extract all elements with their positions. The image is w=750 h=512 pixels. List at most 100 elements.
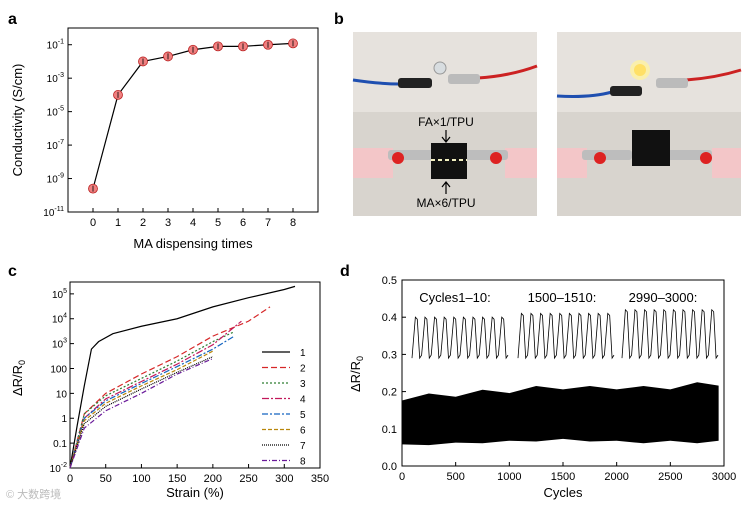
a-ytick-base: 10: [47, 74, 59, 85]
d-ytick-label: 0.2: [382, 387, 397, 399]
d-xtick-label: 1000: [497, 471, 521, 483]
c-legend-label: 4: [300, 395, 306, 406]
panel-a-yticks: 10-110-310-510-710-910-11: [43, 39, 72, 219]
a-ytick-label: 10-1: [47, 39, 64, 52]
a-ytick-label: 10-7: [47, 139, 64, 152]
c-series-line-3: [69, 331, 235, 469]
c-legend-label: 8: [300, 457, 306, 468]
a-xtick-label: 1: [115, 217, 121, 229]
d-xtick-label: 0: [399, 471, 405, 483]
label-ma-tpu: MA×6/TPU: [416, 196, 475, 210]
c-ytick-label: 10: [56, 389, 68, 400]
c-ytick-base: 10: [52, 315, 64, 326]
c-ytick-base: 10: [52, 290, 64, 301]
d-xtick-label: 3000: [712, 471, 736, 483]
a-series-line: [92, 42, 294, 189]
panel-d-ylabel: ΔR/R0: [348, 356, 365, 392]
c-ytick-label: 105: [52, 288, 67, 301]
c-ytick-label: 1: [61, 414, 67, 425]
d-ytick-label: 0.4: [382, 312, 397, 324]
d-ytick-label: 0.3: [382, 349, 397, 361]
a-ytick-exp: -7: [58, 139, 64, 146]
c-xtick-label: 350: [311, 473, 329, 485]
panel-c-data: [69, 285, 296, 469]
d-ytick-label: 0.5: [382, 275, 397, 287]
d-xtick-label: 2000: [604, 471, 628, 483]
inset-label-1: Cycles1–10:: [419, 290, 491, 305]
c-legend-label: 3: [300, 379, 306, 390]
c-xtick-label: 150: [168, 473, 186, 485]
photo-led-on: [556, 32, 742, 216]
c-legend-label: 5: [300, 410, 306, 421]
a-ytick-exp: -11: [54, 206, 64, 213]
panel-c-ylabel: ΔR/R0: [10, 360, 27, 396]
c-ytick-label: 0.1: [53, 439, 67, 450]
a-xtick-label: 6: [240, 217, 246, 229]
c-legend-label: 7: [300, 441, 306, 452]
c-series-line-2: [69, 306, 271, 469]
d-inset-wave-3: [621, 308, 719, 360]
a-ytick-base: 10: [47, 175, 59, 186]
c-ytick-label: 100: [50, 364, 67, 375]
panel-a-axes: [67, 27, 319, 213]
c-ytick-label: 10-2: [50, 462, 67, 475]
c-legend-label: 6: [300, 426, 306, 437]
c-ytick-base: 10: [56, 389, 68, 400]
panel-a-letter: a: [8, 11, 17, 28]
c-series-line-4: [69, 320, 242, 469]
c-ytick-exp: -2: [61, 462, 67, 469]
c-ytick-label: 103: [52, 338, 67, 351]
c-xtick-label: 100: [132, 473, 150, 485]
photo-led-off: FA×1/TPU MA×6/TPU: [352, 32, 538, 216]
a-ytick-exp: -3: [58, 72, 64, 79]
c-ytick-base: 100: [50, 364, 67, 375]
a-xtick-label: 8: [290, 217, 296, 229]
c-series-line-5: [69, 335, 235, 469]
panel-c-xlabel: Strain (%): [166, 485, 224, 500]
a-ytick-base: 10: [47, 141, 59, 152]
d-ytick-label: 0.0: [382, 461, 397, 473]
d-xtick-label: 2500: [658, 471, 682, 483]
c-ytick-base: 0.1: [53, 439, 67, 450]
c-ytick-base: 10: [50, 464, 62, 475]
watermark: © 大数跨境: [6, 489, 62, 501]
inset-label-2: 1500–1510:: [528, 290, 597, 305]
panel-a-ylabel: Conductivity (S/cm): [10, 64, 25, 177]
panel-a-data: [88, 38, 298, 194]
c-xtick-label: 300: [275, 473, 293, 485]
panel-d-data: [402, 308, 719, 446]
c-ytick-label: 104: [52, 313, 67, 326]
c-ytick-exp: 4: [63, 313, 67, 320]
a-ytick-exp: -9: [58, 173, 64, 180]
a-ytick-base: 10: [47, 108, 59, 119]
a-ytick-base: 10: [47, 41, 59, 52]
a-xtick-label: 0: [90, 217, 96, 229]
panel-c-xticks: 0 50 100 150 200 250 300 350: [67, 464, 329, 485]
d-xtick-label: 500: [446, 471, 464, 483]
panel-a-xlabel: MA dispensing times: [133, 236, 253, 251]
c-series-line-1: [69, 285, 296, 469]
d-cycle-band: [402, 382, 719, 446]
a-ytick-base: 10: [43, 208, 55, 219]
a-ytick-label: 10-5: [47, 106, 64, 119]
d-inset-wave-2: [517, 312, 615, 360]
d-ytick-label: 0.1: [382, 424, 397, 436]
c-series-line-6: [69, 350, 214, 469]
d-xtick-label: 1500: [551, 471, 575, 483]
c-ytick-exp: 5: [63, 288, 67, 295]
a-xtick-label: 7: [265, 217, 271, 229]
label-fa-tpu: FA×1/TPU: [418, 115, 474, 129]
panel-d-letter: d: [340, 263, 350, 280]
c-xtick-label: 200: [204, 473, 222, 485]
a-ytick-exp: -1: [58, 39, 64, 46]
panel-d-xticks: 0 500 1000 1500 2000 2500 3000: [399, 462, 736, 483]
panel-c-letter: c: [8, 263, 17, 280]
c-xtick-label: 0: [67, 473, 73, 485]
c-ytick-base: 1: [61, 414, 67, 425]
c-legend-label: 1: [300, 348, 306, 359]
a-xtick-label: 5: [215, 217, 221, 229]
a-ytick-exp: -5: [58, 106, 64, 113]
panel-d-xlabel: Cycles: [543, 485, 583, 500]
